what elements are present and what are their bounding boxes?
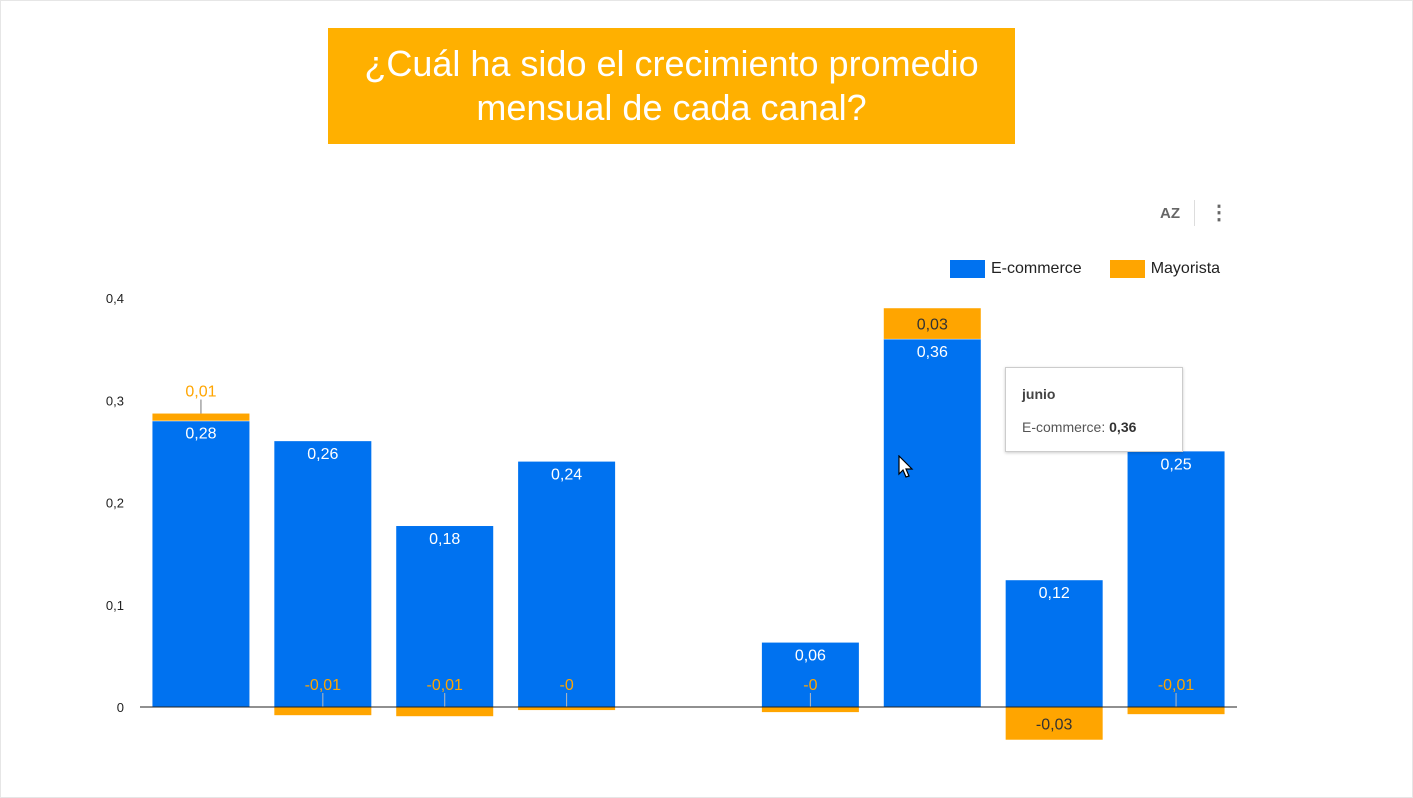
chart-toolbar: AZ ⋮ (1160, 200, 1229, 226)
bar-mayorista (883, 308, 981, 339)
legend-swatch-mayorista (1109, 260, 1145, 278)
data-label-mayorista: 0,01 (185, 384, 216, 401)
legend-item-ecommerce[interactable]: E-commerce (950, 260, 1082, 278)
more-options-icon[interactable]: ⋮ (1209, 202, 1229, 224)
y-tick-label: 0,3 (106, 393, 124, 408)
bar-ecommerce (1005, 580, 1103, 707)
legend-label: Mayorista (1150, 260, 1221, 277)
bar-mayorista (1005, 707, 1103, 740)
tooltip: junio E-commerce: 0,36 (1005, 367, 1183, 452)
bar-mayorista (1127, 707, 1225, 715)
legend: E-commerce Mayorista (950, 260, 1220, 278)
data-label-ecommerce: 0,36 (917, 344, 948, 361)
data-label-mayorista: -0 (559, 677, 573, 694)
bar-ecommerce (1127, 451, 1225, 707)
data-label-ecommerce: 0,06 (795, 648, 826, 665)
bar-ecommerce (518, 461, 616, 707)
bar-ecommerce (274, 441, 372, 707)
data-label-mayorista: 0,03 (917, 317, 948, 334)
mouse-cursor-icon (898, 455, 914, 478)
bar-mayorista (152, 413, 250, 421)
data-label-ecommerce: 0,26 (307, 446, 338, 463)
bar-ecommerce (152, 420, 250, 707)
data-label-ecommerce: 0,18 (429, 531, 460, 548)
data-label-mayorista: -0,01 (426, 677, 463, 694)
legend-label: E-commerce (991, 260, 1082, 277)
bar-mayorista (761, 707, 859, 713)
data-label-mayorista: -0,03 (1036, 716, 1073, 733)
tooltip-row: E-commerce: 0,36 (1022, 419, 1137, 435)
chart-title: ¿Cuál ha sido el crecimiento promedio me… (328, 28, 1015, 144)
data-label-mayorista: -0 (803, 677, 817, 694)
sort-az-icon[interactable]: AZ (1160, 204, 1180, 222)
legend-swatch-ecommerce (950, 260, 985, 278)
y-tick-label: 0,4 (106, 291, 124, 306)
y-tick-label: 0,1 (106, 598, 124, 613)
data-label-ecommerce: 0,28 (185, 426, 216, 443)
bar-mayorista (274, 707, 372, 716)
data-label-mayorista: -0,01 (1158, 677, 1195, 694)
bar-mayorista (518, 707, 616, 711)
toolbar-divider (1194, 200, 1195, 226)
bar-ecommerce (883, 338, 981, 707)
bar-ecommerce (396, 526, 494, 707)
y-tick-label: 0,2 (106, 496, 124, 511)
tooltip-category: junio (1022, 386, 1056, 402)
tooltip-value: 0,36 (1109, 419, 1137, 435)
tooltip-series: E-commerce (1022, 419, 1102, 435)
data-label-ecommerce: 0,12 (1039, 585, 1070, 602)
data-label-ecommerce: 0,25 (1160, 456, 1191, 473)
data-label-mayorista: -0,01 (305, 677, 342, 694)
data-label-ecommerce: 0,24 (551, 467, 582, 484)
bar-mayorista (396, 707, 494, 717)
y-tick-label: 0 (117, 700, 124, 715)
legend-item-mayorista[interactable]: Mayorista (1109, 260, 1221, 278)
